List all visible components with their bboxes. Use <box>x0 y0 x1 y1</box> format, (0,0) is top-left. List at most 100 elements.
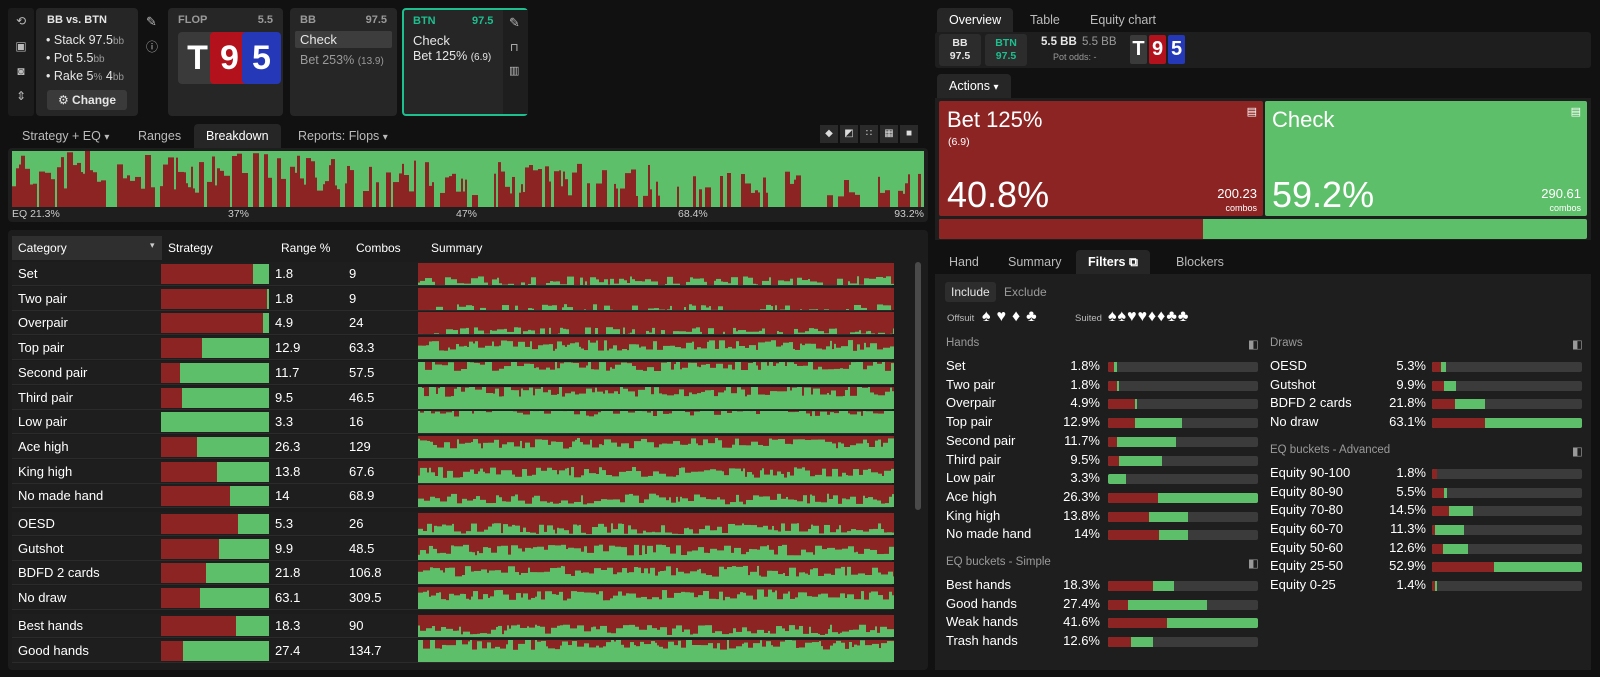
tab-breakdown[interactable]: Breakdown <box>194 124 281 148</box>
double-club-icon[interactable]: ♣♣ <box>1166 308 1190 325</box>
exclude-toggle[interactable]: Exclude <box>1004 285 1047 299</box>
filter-row[interactable]: Equity 60-70 11.3% <box>1270 520 1582 538</box>
filter-row[interactable]: Low pair 3.3% <box>946 469 1258 487</box>
table-row[interactable]: Third pair 9.5 46.5 <box>12 385 894 410</box>
table-row[interactable]: BDFD 2 cards 21.8 106.8 <box>12 561 894 586</box>
filter-row[interactable]: Equity 70-80 14.5% <box>1270 501 1582 519</box>
filter-row[interactable]: Weak hands 41.6% <box>946 613 1258 631</box>
book-icon[interactable]: ▥ <box>509 65 520 77</box>
filter-row[interactable]: Best hands 18.3% <box>946 576 1258 594</box>
btn-node-card[interactable]: BTN 97.5 Check Bet 125% (6.9) ✎ ⊓ ▥ <box>402 8 528 116</box>
filter-row[interactable]: Gutshot 9.9% <box>1270 376 1582 394</box>
double-diamond-icon[interactable]: ♦♦ <box>1148 308 1167 325</box>
undo-icon[interactable]: ⟲ <box>15 13 27 28</box>
note-icon[interactable]: ▤ <box>1246 106 1257 118</box>
edit-icon[interactable]: ✎ <box>146 14 157 29</box>
tab-filters[interactable]: Filters ⧉ <box>1076 250 1150 274</box>
tab-strategy-eq[interactable]: Strategy + EQ ▾ <box>22 129 110 143</box>
section-toggle-icon[interactable]: ◧ <box>1248 558 1259 570</box>
table-row[interactable]: Good hands 27.4 134.7 <box>12 638 894 663</box>
filter-row[interactable]: No draw 63.1% <box>1270 413 1582 431</box>
btn-action-check[interactable]: Check <box>413 33 450 48</box>
table-row[interactable]: No made hand 14 68.9 <box>12 484 894 509</box>
square-icon[interactable]: ■ <box>900 125 918 143</box>
filter-row[interactable]: Ace high 26.3% <box>946 488 1258 506</box>
section-toggle-icon[interactable]: ◧ <box>1572 445 1583 458</box>
table-row[interactable]: Ace high 26.3 129 <box>12 434 894 459</box>
contrast-icon[interactable]: ◩ <box>840 125 858 143</box>
tab-ranges[interactable]: Ranges <box>138 129 182 143</box>
bb-node-card[interactable]: BB 97.5 Check Bet 253% (13.9) <box>290 8 397 116</box>
table-row[interactable]: Second pair 11.7 57.5 <box>12 360 894 385</box>
diamond-icon[interactable]: ♦ <box>1012 308 1027 325</box>
table-row[interactable]: OESD 5.3 26 <box>12 512 894 536</box>
grid-icon[interactable]: ▦ <box>880 125 898 143</box>
table-row[interactable]: Top pair 12.9 63.3 <box>12 336 894 361</box>
action-check-box[interactable]: Check 59.2% 290.61 combos ▤ <box>1265 101 1587 216</box>
table-row[interactable]: Gutshot 9.9 48.5 <box>12 536 894 561</box>
double-heart-icon[interactable]: ♥♥ <box>1127 308 1148 325</box>
note-icon[interactable]: ▤ <box>1570 106 1581 118</box>
filter-row[interactable]: Two pair 1.8% <box>946 376 1258 394</box>
double-spade-icon[interactable]: ♠♠ <box>1108 308 1127 325</box>
filter-row[interactable]: Top pair 12.9% <box>946 413 1258 431</box>
bb-action-bet[interactable]: Bet 253% (13.9) <box>300 53 384 67</box>
tab-reports-flops[interactable]: Reports: Flops ▾ <box>298 129 388 143</box>
small-grid-icon[interactable]: ∷ <box>860 125 878 143</box>
spade-icon[interactable]: ♠ <box>982 308 997 325</box>
actions-dropdown[interactable]: Actions ▾ <box>937 74 1011 98</box>
table-scrollbar[interactable] <box>915 262 921 510</box>
filter-row[interactable]: Equity 50-60 12.6% <box>1270 539 1582 557</box>
filter-row[interactable]: Second pair 11.7% <box>946 432 1258 450</box>
club-icon[interactable]: ♣ <box>1026 308 1043 325</box>
filter-row[interactable]: King high 13.8% <box>946 507 1258 525</box>
filter-row[interactable]: No made hand 14% <box>946 525 1258 543</box>
filter-row[interactable]: BDFD 2 cards 21.8% <box>1270 394 1582 412</box>
heart-icon[interactable]: ♥ <box>996 308 1012 325</box>
filter-row[interactable]: Trash hands 12.6% <box>946 632 1258 650</box>
tab-equity-chart[interactable]: Equity chart <box>1090 13 1157 27</box>
section-toggle-icon[interactable]: ◧ <box>1572 339 1583 351</box>
filter-row[interactable]: OESD 5.3% <box>1270 357 1582 375</box>
tab-summary[interactable]: Summary <box>1008 255 1062 269</box>
sort-icon[interactable]: ▾ <box>150 240 155 250</box>
save-icon[interactable]: ▣ <box>15 38 27 53</box>
edit-icon[interactable]: ✎ <box>509 15 520 30</box>
tab-overview[interactable]: Overview <box>937 8 1014 32</box>
filter-row[interactable]: Third pair 9.5% <box>946 451 1258 469</box>
bb-action-check[interactable]: Check <box>295 31 392 48</box>
tab-table[interactable]: Table <box>1030 13 1060 27</box>
table-row[interactable]: Two pair 1.8 9 <box>12 286 894 311</box>
gamepad-icon[interactable]: ◙ <box>17 63 25 78</box>
filter-row[interactable]: Equity 0-25 1.4% <box>1270 576 1582 594</box>
tab-blockers[interactable]: Blockers <box>1176 255 1224 269</box>
info-icon[interactable]: ⓘ <box>146 40 159 54</box>
filter-row[interactable]: Good hands 27.4% <box>946 595 1258 613</box>
filter-row[interactable]: Equity 80-90 5.5% <box>1270 483 1582 501</box>
include-toggle[interactable]: Include <box>945 282 996 302</box>
lock-icon[interactable]: ⊓ <box>510 42 519 54</box>
header-range[interactable]: Range % <box>281 241 331 255</box>
change-button[interactable]: ⚙ Change <box>47 90 127 110</box>
table-row[interactable]: Overpair 4.9 24 <box>12 311 894 336</box>
header-combos[interactable]: Combos <box>356 241 401 255</box>
filter-row[interactable]: Equity 90-100 1.8% <box>1270 464 1582 482</box>
header-category[interactable]: Category <box>18 241 67 255</box>
filter-row[interactable]: Overpair 4.9% <box>946 394 1258 412</box>
flop-card[interactable]: FLOP 5.5 T 9 5 <box>168 8 283 116</box>
table-row[interactable]: Low pair 3.3 16 <box>12 410 894 435</box>
filter-row[interactable]: Set 1.8% <box>946 357 1258 375</box>
table-row[interactable]: King high 13.8 67.6 <box>12 459 894 484</box>
filter-row[interactable]: Equity 25-50 52.9% <box>1270 557 1582 575</box>
btn-action-bet[interactable]: Bet 125% (6.9) <box>413 49 492 63</box>
tab-hand[interactable]: Hand <box>949 255 979 269</box>
cube-icon[interactable]: ◆ <box>820 125 838 143</box>
table-row[interactable]: Set 1.8 9 <box>12 262 894 286</box>
action-bet-box[interactable]: Bet 125% (6.9) 40.8% 200.23 combos ▤ <box>939 101 1263 216</box>
header-strategy[interactable]: Strategy <box>168 241 213 255</box>
expand-vertical-icon[interactable]: ⇕ <box>15 88 27 103</box>
section-toggle-icon[interactable]: ◧ <box>1248 339 1259 351</box>
table-row[interactable]: Best hands 18.3 90 <box>12 613 894 638</box>
header-summary[interactable]: Summary <box>431 241 483 255</box>
table-row[interactable]: No draw 63.1 309.5 <box>12 586 894 611</box>
